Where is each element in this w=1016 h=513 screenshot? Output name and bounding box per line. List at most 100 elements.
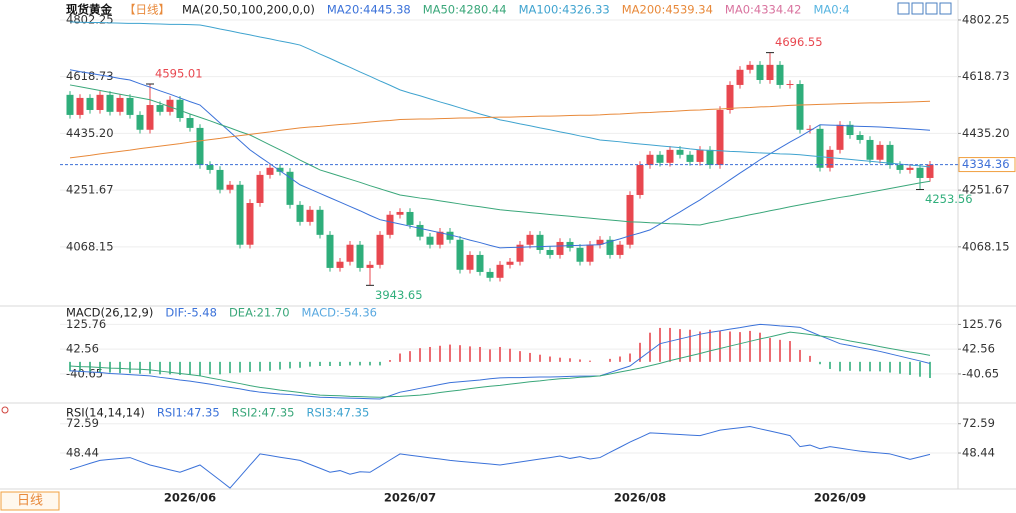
candle-body (266, 167, 274, 175)
legend-entry: MA50:4280.44 (423, 3, 507, 17)
candle-body (846, 124, 854, 136)
candle-body (796, 84, 804, 130)
candle-body (126, 97, 134, 115)
y-tick-label-right: -40.65 (962, 366, 999, 380)
candle-body (926, 164, 934, 178)
candle-body (506, 261, 514, 265)
candle-body (866, 139, 874, 160)
extreme-label: 4696.55 (775, 35, 823, 49)
candle-body (596, 239, 604, 245)
indicator-line (69, 425, 931, 489)
y-tick-label-right: 4068.15 (962, 239, 1010, 253)
candle-body (696, 149, 704, 162)
candle-body (256, 174, 264, 204)
legend-entry: DIF:-5.48 (165, 306, 217, 320)
candle-body (776, 64, 784, 85)
candle-body (836, 124, 844, 150)
icon-button[interactable] (939, 2, 952, 15)
current-price-label: 4334.36 (962, 157, 1010, 171)
legend-entry: MA20:4445.38 (327, 3, 411, 17)
candle-body (246, 203, 254, 245)
y-tick-label-right: 4435.20 (962, 126, 1010, 140)
y-tick-label-right: 4618.73 (962, 69, 1010, 83)
candle-body (426, 236, 434, 245)
y-tick-label: 48.44 (66, 446, 99, 460)
period-tab[interactable] (0, 491, 60, 511)
candle-body (496, 264, 504, 278)
candle-body (336, 261, 344, 268)
candle-body (876, 144, 884, 160)
candle-body (526, 234, 534, 245)
candle-body (726, 84, 734, 110)
candle-body (536, 234, 544, 250)
legend-entry: DEA:21.70 (229, 306, 290, 320)
y-tick-label-right: 72.59 (962, 416, 995, 430)
legend-entry: MA0:4 (813, 3, 849, 17)
candle-body (916, 167, 924, 178)
indicator-line (69, 100, 931, 159)
candle-body (116, 97, 124, 112)
candle-body (676, 149, 684, 155)
candle-body (216, 169, 224, 190)
y-tick-label-right: 42.56 (962, 342, 995, 356)
candle-body (436, 231, 444, 245)
candle-body (706, 149, 714, 165)
candle-body (576, 247, 584, 262)
icon-button[interactable] (925, 2, 938, 15)
y-tick-label: -40.65 (66, 366, 103, 380)
legend-entry: 【日线】 (124, 3, 170, 17)
candle-body (456, 239, 464, 270)
candle-body (446, 231, 454, 240)
candle-body (566, 241, 574, 248)
x-tick-label: 2026/09 (814, 491, 866, 505)
candles (66, 52, 934, 286)
candle-body (646, 154, 654, 165)
toolbar-icons[interactable] (897, 2, 952, 15)
candle-body (716, 109, 724, 165)
candle-body (816, 128, 824, 168)
y-tick-label-right: 4802.25 (962, 12, 1010, 26)
candle-body (896, 164, 904, 170)
y-tick-label-right: 48.44 (962, 446, 995, 460)
candle-body (616, 244, 624, 255)
candle-body (626, 194, 634, 245)
candle-body (786, 84, 794, 86)
candle-body (106, 94, 114, 112)
candle-body (396, 211, 404, 215)
extreme-label: 4595.01 (155, 67, 203, 81)
candle-body (686, 154, 694, 162)
legend-entry: RSI(14,14,14) (66, 406, 145, 420)
period-tab-label[interactable]: 日线 (17, 494, 43, 509)
candle-body (606, 239, 614, 255)
legend-entry: MA0:4334.42 (725, 3, 802, 17)
legend-entry: RSI2:47.35 (232, 406, 295, 420)
legend-entry: 现货黄金 (66, 3, 112, 17)
candle-body (96, 94, 104, 110)
candle-body (196, 127, 204, 165)
candle-body (826, 149, 834, 168)
candle-body (856, 135, 864, 140)
candle-body (186, 118, 194, 128)
candle-body (316, 209, 324, 235)
candle-body (586, 244, 594, 262)
candle-body (376, 234, 384, 265)
candle-body (806, 128, 814, 130)
legend-entry: MA200:4539.34 (622, 3, 713, 17)
y-tick-label: 42.56 (66, 342, 99, 356)
icon-button[interactable] (911, 2, 924, 15)
indicator-line (69, 323, 931, 400)
y-tick-label-right: 4251.67 (962, 183, 1010, 197)
y-tick-label: 4435.20 (66, 126, 114, 140)
candle-body (326, 234, 334, 268)
candle-body (666, 149, 674, 163)
candle-body (356, 244, 364, 268)
candle-body (406, 211, 414, 225)
indicator-line (69, 21, 931, 168)
y-tick-label: 125.76 (66, 317, 106, 331)
y-tick-label: 4251.67 (66, 183, 114, 197)
current-price-box (958, 157, 1016, 173)
candle-body (886, 144, 894, 165)
candle-body (416, 224, 424, 237)
icon-button[interactable] (897, 2, 910, 15)
